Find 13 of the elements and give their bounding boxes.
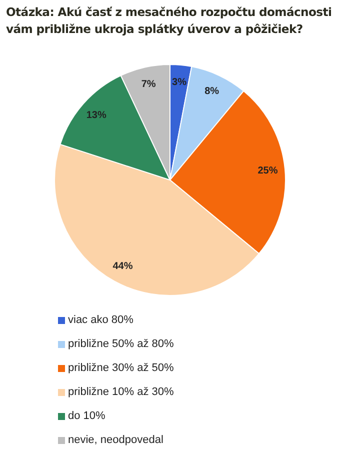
data-label: 3% <box>172 77 187 88</box>
data-label: 7% <box>141 78 156 90</box>
legend-label: približne 10% až 30% <box>68 386 174 398</box>
data-label: 25% <box>258 166 278 177</box>
legend-label: približne 50% až 80% <box>68 338 174 350</box>
legend-label: do 10% <box>68 410 106 422</box>
chart-title: Otázka: Akú časť z mesačného rozpočtu domácnosti vám približne ukroja splátky úverov a pôžičiek? <box>6 4 333 38</box>
legend-label: nevie, neodpovedal <box>68 434 164 446</box>
legend-label: viac ako 80% <box>68 314 134 326</box>
data-label: 44% <box>112 260 133 272</box>
data-label: 13% <box>86 110 106 121</box>
data-label: 8% <box>204 86 220 97</box>
legend-label: približne 30% až 50% <box>68 362 174 374</box>
